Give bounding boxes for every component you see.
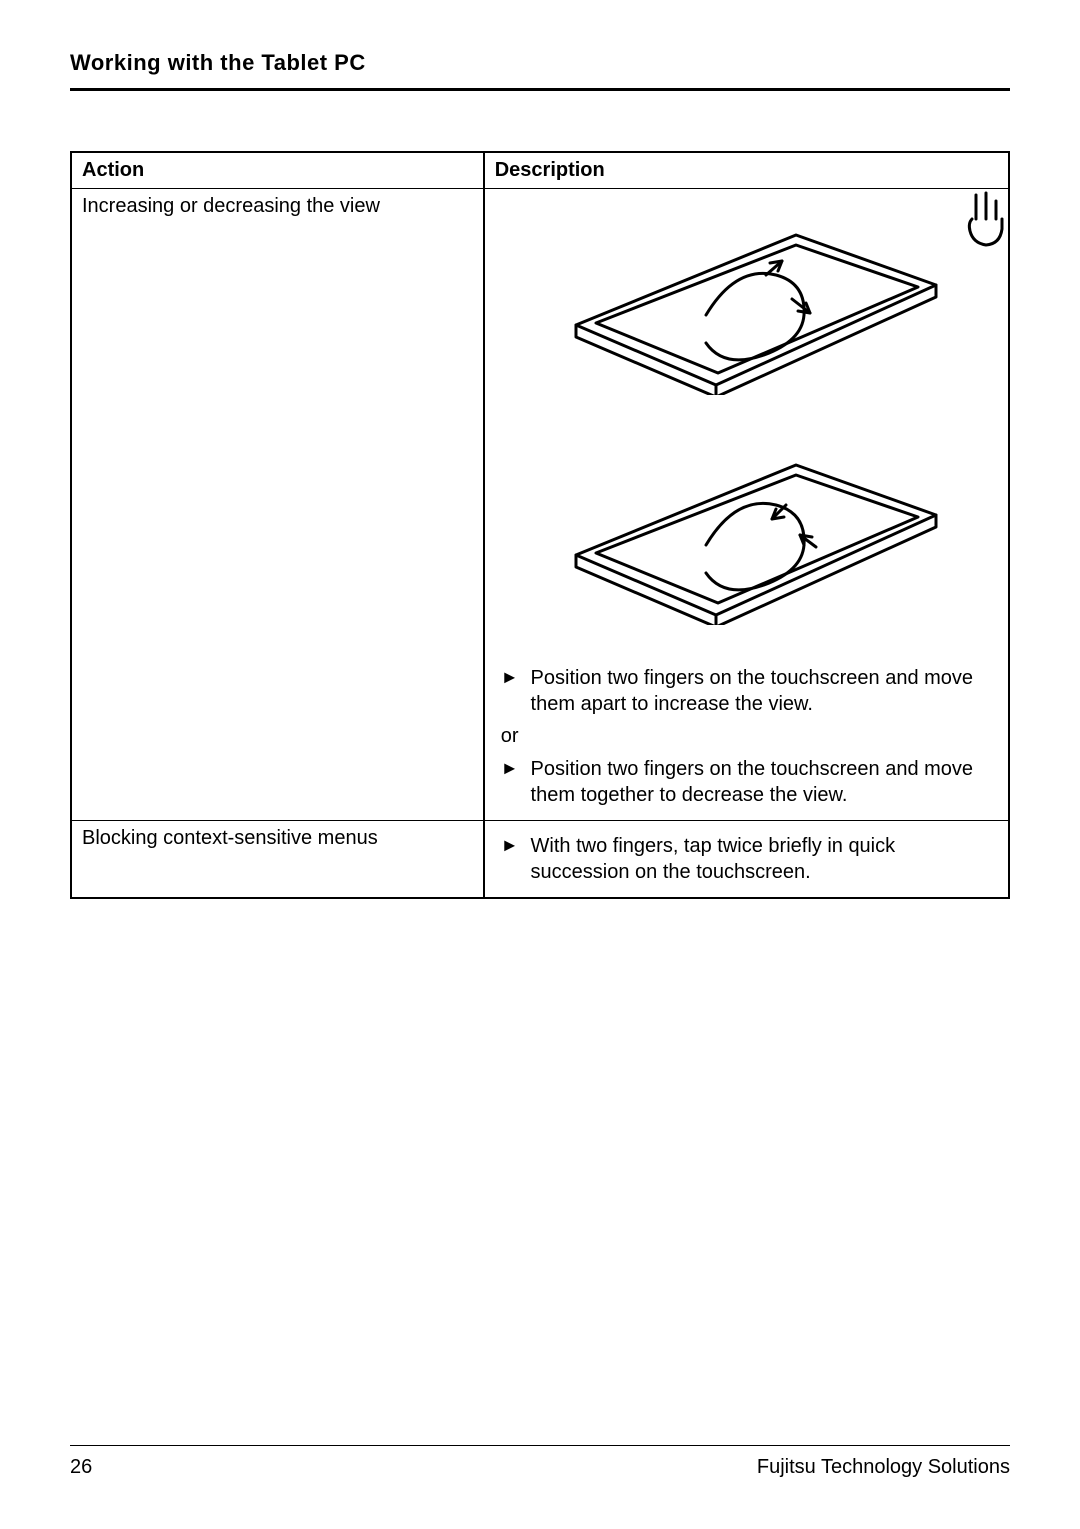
footer-rule [70, 1445, 1010, 1446]
col-header-description: Description [484, 152, 1009, 189]
separator-text: or [501, 725, 998, 748]
bullet-marker-icon: ► [501, 665, 519, 689]
bullet-marker-icon: ► [501, 756, 519, 780]
instruction-text: With two fingers, tap twice briefly in q… [531, 833, 998, 885]
gesture-table: Action Description Increasing or decreas… [70, 151, 1010, 899]
description-cell: ► With two fingers, tap twice briefly in… [484, 821, 1009, 899]
header-rule [70, 88, 1010, 91]
page-number: 26 [70, 1456, 92, 1479]
tablet-pinch-in-illustration [536, 435, 956, 625]
two-finger-icon [962, 189, 1008, 249]
page: Working with the Tablet PC Action Descri… [0, 0, 1080, 1529]
description-cell: ► Position two fingers on the touchscree… [484, 189, 1009, 821]
col-header-action: Action [71, 152, 484, 189]
page-footer: 26 Fujitsu Technology Solutions [70, 1445, 1010, 1479]
bullet-marker-icon: ► [501, 833, 519, 857]
illustration-group [495, 205, 998, 625]
table-row: Blocking context-sensitive menus ► With … [71, 821, 1009, 899]
instruction-bullet: ► Position two fingers on the touchscree… [501, 665, 998, 717]
instruction-text: Position two fingers on the touchscreen … [531, 665, 998, 717]
instruction-bullet: ► With two fingers, tap twice briefly in… [501, 833, 998, 885]
page-header-title: Working with the Tablet PC [70, 50, 1010, 76]
action-cell: Blocking context-sensitive menus [71, 821, 484, 899]
instruction-text: Position two fingers on the touchscreen … [531, 756, 998, 808]
table-header-row: Action Description [71, 152, 1009, 189]
tablet-pinch-out-illustration [536, 205, 956, 395]
instruction-bullet: ► Position two fingers on the touchscree… [501, 756, 998, 808]
footer-company: Fujitsu Technology Solutions [757, 1456, 1010, 1479]
table-row: Increasing or decreasing the view [71, 189, 1009, 821]
action-cell: Increasing or decreasing the view [71, 189, 484, 821]
